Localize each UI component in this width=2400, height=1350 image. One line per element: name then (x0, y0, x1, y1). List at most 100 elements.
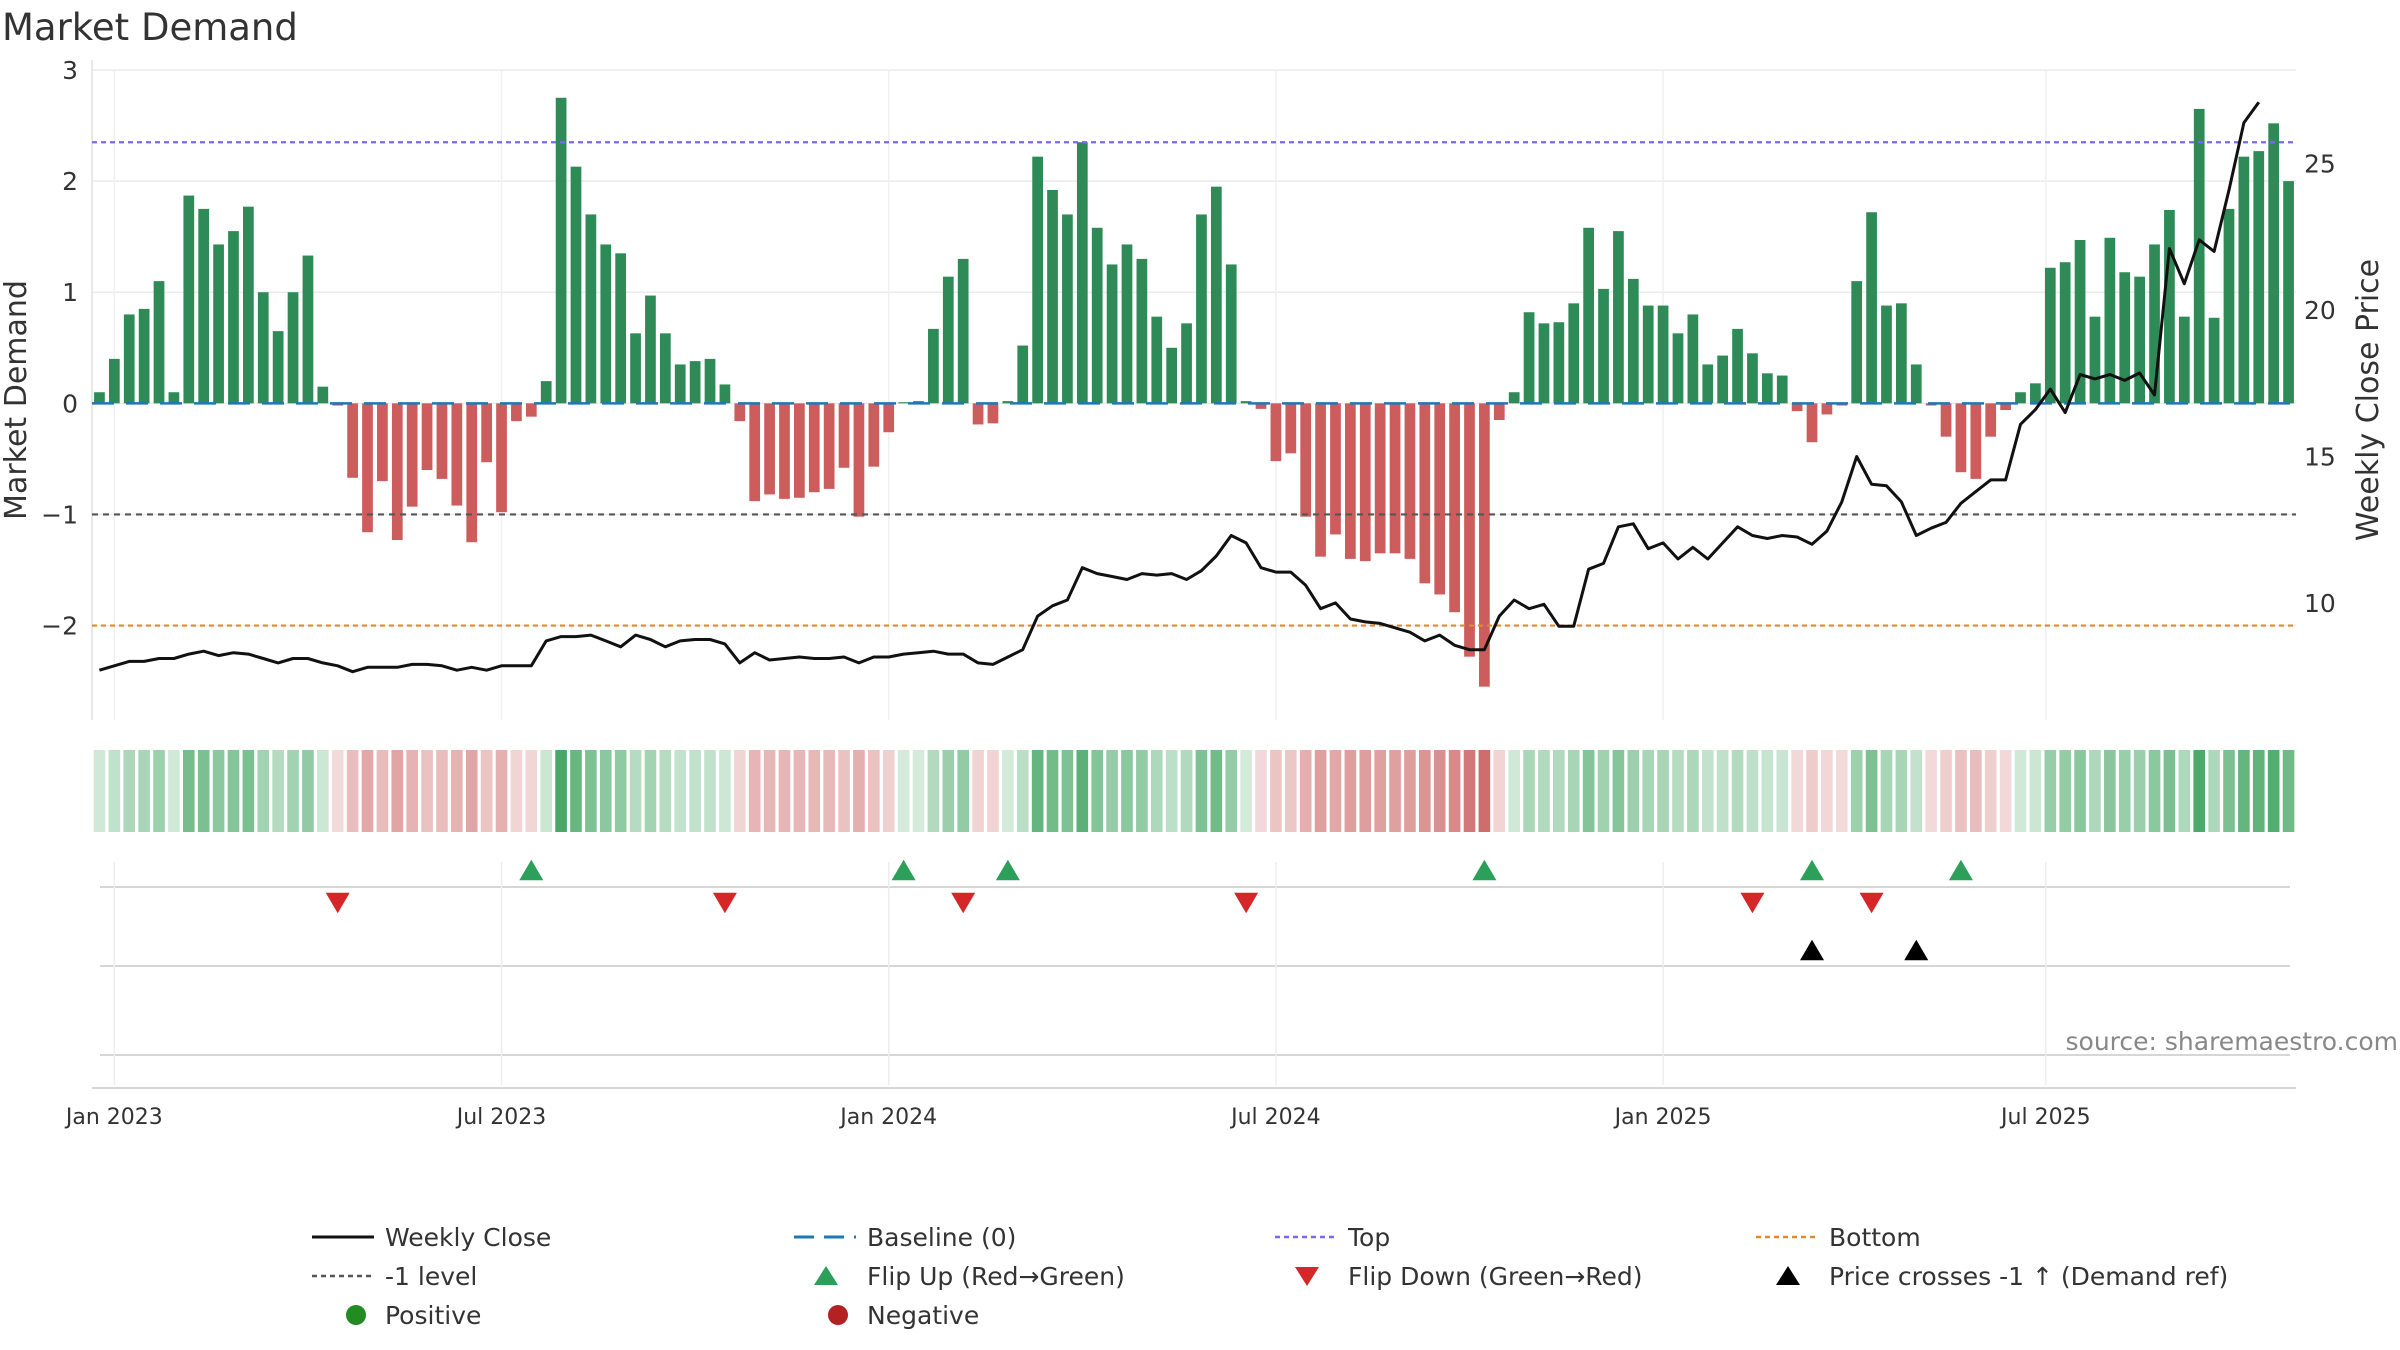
demand-bar (272, 331, 284, 404)
zone-cell (674, 750, 687, 832)
demand-bar (1479, 403, 1490, 687)
demand-bar (451, 403, 463, 506)
demand-bar (1568, 303, 1580, 404)
y-right-tick-label: 25 (2304, 150, 2336, 179)
demand-bar (1821, 403, 1833, 415)
zone-cell (287, 750, 299, 832)
demand-bar (1330, 403, 1341, 535)
y-axis-title-left: Market Demand (0, 280, 34, 520)
zone-cell (1582, 750, 1595, 832)
demand-bar (570, 166, 582, 404)
zone-cell (1374, 750, 1386, 832)
x-tick-label: Jan 2025 (1613, 1105, 1712, 1130)
zone-cell (540, 750, 553, 832)
demand-bar (1538, 323, 1550, 404)
zone-cell (391, 750, 404, 832)
demand-bar (1806, 403, 1818, 443)
zone-cell (1329, 750, 1342, 832)
zone-cell (406, 750, 418, 832)
demand-bar (1866, 212, 1877, 404)
demand-bar (1047, 190, 1058, 404)
demand-bar (1032, 156, 1043, 404)
zone-cell (1344, 750, 1357, 832)
x-tick-label: Jul 2025 (1999, 1105, 2091, 1130)
demand-bars (94, 97, 2294, 687)
demand-bar (1791, 403, 1803, 412)
price-cross-marker (1800, 939, 1825, 961)
demand-bar (1449, 403, 1460, 613)
demand-bar (942, 276, 954, 404)
demand-bar (689, 361, 701, 404)
zone-cell (704, 750, 716, 832)
zone-cell (1404, 750, 1416, 832)
zone-cell (1284, 750, 1297, 832)
zone-cell (1821, 750, 1833, 832)
demand-bar (362, 403, 373, 533)
zone-cell (2074, 750, 2086, 832)
zone-cell (1776, 750, 1789, 832)
demand-bar (1583, 227, 1594, 404)
zone-cell (1850, 750, 1863, 832)
zone-cell (927, 750, 940, 832)
demand-bar (1434, 403, 1446, 595)
zone-cell (510, 750, 523, 832)
demand-bar (1523, 312, 1535, 404)
demand-bar (794, 403, 805, 498)
legend-item-cross: Price crosses -1 ↑ (Demand ref) (1776, 1262, 2228, 1291)
zone-cell (108, 750, 121, 832)
zone-cell (451, 750, 463, 832)
zone-cell (868, 750, 880, 832)
demand-bar (2149, 244, 2160, 404)
gridlines (91, 60, 2296, 720)
demand-bar (213, 244, 224, 404)
flip-down-marker (951, 892, 976, 914)
demand-bar (123, 314, 135, 404)
zone-cell (1925, 750, 1937, 832)
zone-cell (1314, 750, 1327, 832)
zone-cell (1806, 750, 1818, 832)
zone-cell (2252, 750, 2265, 832)
zone-cell (763, 750, 776, 832)
demand-bar (287, 292, 299, 404)
demand-bar (1121, 244, 1133, 404)
demand-bar (1389, 403, 1401, 554)
zone-cell (1553, 750, 1565, 832)
zone-cell (1061, 750, 1074, 832)
zone-cell (1150, 750, 1163, 832)
zone-cell (138, 750, 150, 832)
demand-bar (2164, 210, 2175, 404)
demand-bar (1404, 403, 1416, 559)
zone-cell (808, 750, 821, 832)
zone-cell (1210, 750, 1223, 832)
demand-bar (1225, 264, 1237, 404)
zone-cell (1701, 750, 1714, 832)
zone-cell (227, 750, 240, 832)
zone-cell (1389, 750, 1401, 832)
legend-label: -1 level (385, 1262, 477, 1291)
y-right-tick-label: 10 (2304, 589, 2336, 618)
demand-bar (1240, 401, 1252, 404)
legend-label: Positive (385, 1301, 481, 1330)
demand-bar (898, 402, 909, 404)
zone-cell (1359, 750, 1372, 832)
zone-cell (2238, 750, 2250, 832)
demand-bar (1017, 345, 1029, 404)
zone-cell (1433, 750, 1446, 832)
zone-cell (1270, 750, 1282, 832)
zone-cell (719, 750, 731, 832)
zone-cell (1761, 750, 1774, 832)
demand-bar (659, 333, 671, 404)
x-tick-label: Jan 2024 (838, 1105, 937, 1130)
zone-cell (197, 750, 210, 832)
legend-label: Bottom (1829, 1223, 1921, 1252)
demand-bar (1270, 403, 1282, 462)
zone-cell (972, 750, 984, 832)
demand-bar (2208, 317, 2220, 404)
zone-cell (1493, 750, 1506, 832)
y-right-tick-label: 20 (2304, 296, 2336, 325)
demand-bar (183, 195, 195, 404)
flip-up-marker (891, 859, 916, 881)
demand-bar (2134, 276, 2145, 404)
